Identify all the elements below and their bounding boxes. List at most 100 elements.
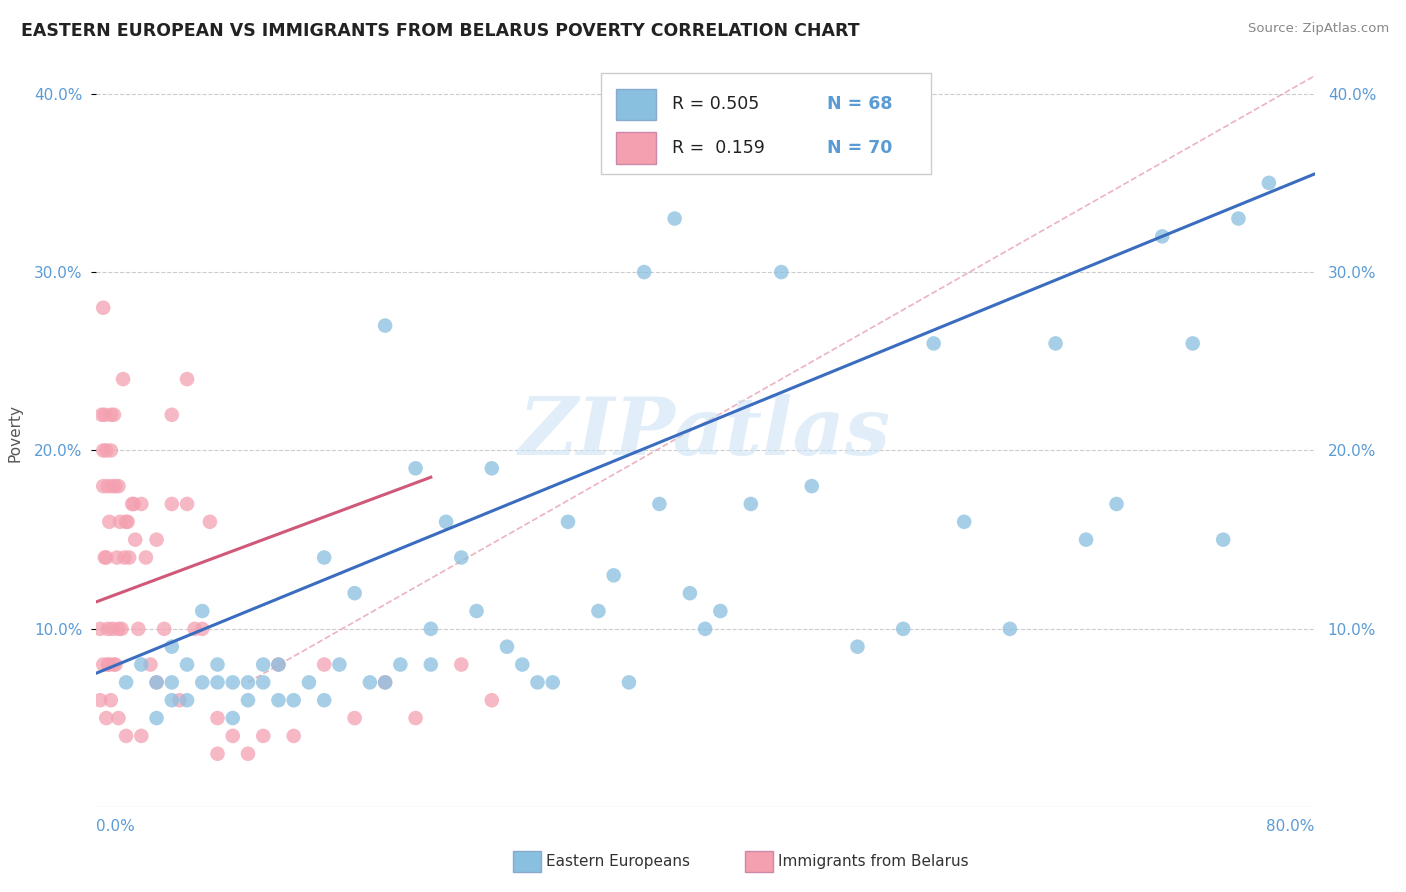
Point	[695, 622, 717, 636]
Point	[236, 675, 259, 690]
Point	[135, 550, 157, 565]
Point	[91, 657, 114, 672]
Point	[104, 479, 127, 493]
Point	[617, 675, 640, 690]
Point	[139, 657, 162, 672]
Point	[160, 408, 183, 422]
Point	[374, 675, 396, 690]
Text: R =  0.159: R = 0.159	[672, 139, 765, 157]
Point	[94, 408, 117, 422]
Point	[510, 657, 533, 672]
Point	[602, 568, 624, 582]
Point	[557, 515, 579, 529]
Point	[117, 515, 139, 529]
Point	[770, 265, 793, 279]
Point	[1152, 229, 1174, 244]
Point	[176, 372, 198, 386]
Point	[176, 693, 198, 707]
Text: 80.0%: 80.0%	[1267, 820, 1315, 834]
Point	[374, 675, 396, 690]
Point	[98, 515, 121, 529]
Point	[922, 336, 945, 351]
Point	[107, 711, 129, 725]
Point	[131, 729, 153, 743]
Point	[110, 622, 132, 636]
Point	[103, 408, 125, 422]
Bar	[616, 88, 657, 120]
Point	[419, 657, 441, 672]
Point	[169, 693, 191, 707]
Point	[1074, 533, 1097, 547]
Point	[314, 657, 336, 672]
Point	[343, 711, 366, 725]
Point	[419, 622, 441, 636]
Point	[160, 675, 183, 690]
Point	[121, 497, 143, 511]
Point	[191, 675, 214, 690]
Text: R = 0.505: R = 0.505	[672, 95, 759, 113]
Text: Source: ZipAtlas.com: Source: ZipAtlas.com	[1249, 22, 1389, 36]
Point	[1212, 533, 1234, 547]
Point	[112, 372, 135, 386]
Text: 0.0%: 0.0%	[96, 820, 135, 834]
Point	[160, 640, 183, 654]
Point	[328, 657, 350, 672]
Point	[124, 533, 146, 547]
Point	[115, 729, 138, 743]
Point	[96, 443, 118, 458]
Point	[648, 497, 671, 511]
Point	[207, 675, 229, 690]
Point	[100, 693, 122, 707]
Point	[1045, 336, 1067, 351]
Point	[450, 550, 472, 565]
Point	[89, 622, 111, 636]
Point	[97, 622, 120, 636]
Point	[160, 693, 183, 707]
Bar	[616, 132, 657, 163]
Point	[252, 729, 274, 743]
Point	[222, 711, 245, 725]
Point	[481, 693, 503, 707]
Point	[94, 550, 117, 565]
Point	[145, 675, 167, 690]
Point	[118, 550, 141, 565]
Point	[127, 622, 149, 636]
Point	[1257, 176, 1279, 190]
Point	[145, 533, 167, 547]
Point	[1105, 497, 1128, 511]
Point	[89, 693, 111, 707]
Point	[160, 497, 183, 511]
Point	[800, 479, 823, 493]
Point	[633, 265, 655, 279]
Point	[314, 550, 336, 565]
Point	[101, 622, 124, 636]
Text: Immigrants from Belarus: Immigrants from Belarus	[778, 855, 969, 869]
Point	[526, 675, 548, 690]
Text: N = 68: N = 68	[827, 95, 893, 113]
Point	[405, 461, 427, 475]
Point	[176, 497, 198, 511]
Point	[481, 461, 503, 475]
Point	[465, 604, 488, 618]
Point	[891, 622, 914, 636]
Point	[998, 622, 1021, 636]
Point	[105, 550, 128, 565]
Point	[100, 443, 122, 458]
Point	[198, 515, 221, 529]
Point	[679, 586, 702, 600]
Point	[222, 675, 245, 690]
Point	[588, 604, 610, 618]
Point	[98, 657, 121, 672]
Point	[267, 657, 290, 672]
Point	[107, 622, 129, 636]
Point	[191, 604, 214, 618]
Point	[541, 675, 564, 690]
Point	[153, 622, 176, 636]
Point	[191, 622, 214, 636]
Point	[107, 479, 129, 493]
Text: ZIPatlas: ZIPatlas	[519, 394, 891, 471]
Text: N = 70: N = 70	[827, 139, 893, 157]
Point	[96, 550, 118, 565]
Point	[740, 497, 762, 511]
Point	[450, 657, 472, 672]
